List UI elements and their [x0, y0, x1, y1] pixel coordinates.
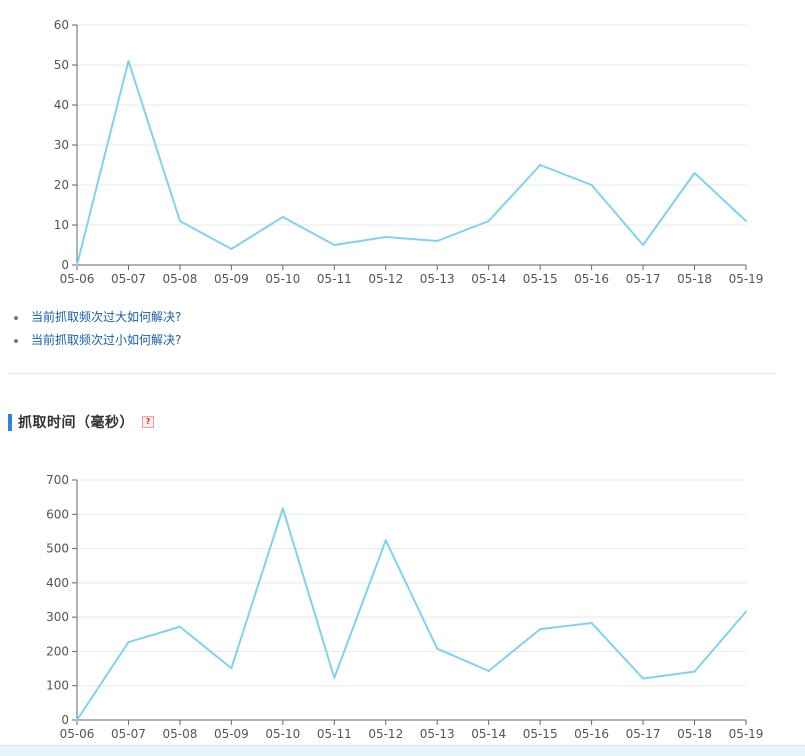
x-tick-label: 05-12 [368, 272, 403, 286]
y-tick-label: 0 [61, 258, 69, 272]
y-tick-label: 0 [61, 713, 69, 727]
data-point [333, 676, 336, 679]
help-link-item: 当前抓取频次过小如何解决? [14, 329, 181, 352]
help-link-too-low[interactable]: 当前抓取频次过小如何解决? [31, 333, 182, 347]
y-tick-label: 400 [46, 576, 69, 590]
y-tick-label: 20 [54, 178, 69, 192]
x-tick-label: 05-16 [574, 727, 609, 741]
x-tick-label: 05-07 [111, 727, 146, 741]
x-tick-label: 05-18 [677, 272, 712, 286]
series-line [76, 507, 747, 721]
section-title: 抓取时间（毫秒） [18, 415, 134, 431]
help-link-item: 当前抓取频次过大如何解决? [14, 306, 181, 329]
data-point [178, 625, 181, 628]
y-tick-label: 500 [46, 542, 69, 556]
x-tick-label: 05-07 [111, 272, 146, 286]
data-point [642, 244, 645, 246]
help-link-too-high[interactable]: 当前抓取频次过大如何解决? [31, 310, 182, 324]
data-point [281, 216, 284, 218]
data-point [693, 172, 696, 174]
data-point [76, 719, 78, 721]
section-divider [8, 373, 776, 374]
data-point [384, 539, 387, 542]
bottom-panel-edge [0, 745, 805, 756]
y-tick-label: 60 [54, 18, 69, 32]
x-tick-label: 05-09 [214, 272, 249, 286]
data-point [76, 264, 78, 266]
x-tick-label: 05-13 [420, 727, 455, 741]
data-point [539, 628, 542, 631]
y-tick-label: 700 [46, 473, 69, 487]
x-tick-label: 05-14 [471, 272, 506, 286]
data-point [230, 667, 233, 670]
y-tick-label: 600 [46, 507, 69, 521]
x-tick-label: 05-10 [265, 727, 300, 741]
x-tick-label: 05-18 [677, 727, 712, 741]
y-tick-label: 40 [54, 98, 69, 112]
data-point [693, 670, 696, 673]
y-tick-label: 10 [54, 218, 69, 232]
y-tick-label: 30 [54, 138, 69, 152]
x-tick-label: 05-17 [626, 272, 661, 286]
x-tick-label: 05-06 [60, 727, 95, 741]
data-point [642, 677, 645, 680]
x-tick-label: 05-09 [214, 727, 249, 741]
data-point [178, 220, 181, 222]
x-tick-label: 05-06 [60, 272, 95, 286]
question-icon[interactable]: ? [142, 416, 154, 428]
data-point [127, 641, 130, 644]
data-point [590, 184, 593, 186]
data-point [745, 610, 747, 613]
data-point [745, 220, 747, 222]
crawl-time-chart: 0 100 200 300 400 500 600 700 05-06 05-07 05-08 05-… [46, 473, 764, 741]
data-point [487, 220, 490, 222]
data-point [436, 647, 439, 650]
y-tick-label: 50 [54, 58, 69, 72]
y-tick-label: 300 [46, 610, 69, 624]
crawl-frequency-chart: 0 10 20 30 40 50 60 05-06 05-07 05-08 05-09 05-10 05… [54, 18, 764, 286]
x-tick-label: 05-15 [523, 272, 558, 286]
x-tick-label: 05-11 [317, 727, 352, 741]
series-line [76, 60, 747, 266]
x-tick-label: 05-08 [162, 727, 197, 741]
x-tick-label: 05-16 [574, 272, 609, 286]
data-point [333, 244, 336, 246]
x-tick-label: 05-19 [729, 727, 764, 741]
data-point [590, 621, 593, 624]
bullet-icon [14, 315, 18, 320]
x-tick-label: 05-11 [317, 272, 352, 286]
section-accent-bar [8, 413, 12, 431]
x-tick-label: 05-10 [265, 272, 300, 286]
x-tick-label: 05-14 [471, 727, 506, 741]
x-tick-label: 05-17 [626, 727, 661, 741]
data-point [384, 236, 387, 238]
y-tick-label: 100 [46, 679, 69, 693]
help-links: 当前抓取频次过大如何解决? 当前抓取频次过小如何解决? [14, 306, 181, 352]
data-point [230, 248, 233, 250]
data-point [487, 669, 490, 672]
x-tick-label: 05-13 [420, 272, 455, 286]
x-tick-label: 05-19 [729, 272, 764, 286]
x-tick-label: 05-08 [162, 272, 197, 286]
data-point [436, 240, 439, 242]
x-tick-label: 05-15 [523, 727, 558, 741]
y-tick-label: 200 [46, 644, 69, 658]
data-point [281, 507, 284, 510]
data-point [127, 60, 130, 62]
bullet-icon [14, 338, 18, 343]
data-point [539, 164, 542, 166]
x-tick-label: 05-12 [368, 727, 403, 741]
section-header: 抓取时间（毫秒） ? [8, 412, 154, 432]
